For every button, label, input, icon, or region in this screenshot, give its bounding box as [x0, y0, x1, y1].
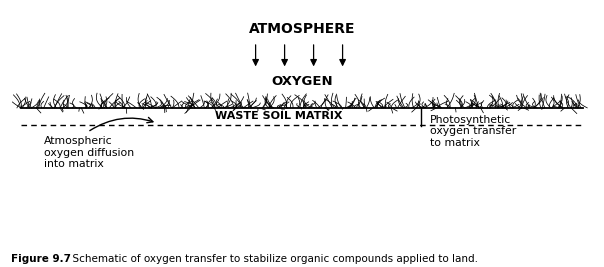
- Text: OXYGEN: OXYGEN: [271, 75, 333, 88]
- Text: Schematic of oxygen transfer to stabilize organic compounds applied to land.: Schematic of oxygen transfer to stabiliz…: [66, 254, 478, 264]
- Text: Atmospheric
oxygen diffusion
into matrix: Atmospheric oxygen diffusion into matrix: [44, 136, 134, 170]
- Text: WASTE SOIL MATRIX: WASTE SOIL MATRIX: [215, 111, 342, 121]
- Text: Figure 9.7: Figure 9.7: [11, 254, 71, 264]
- Text: ATMOSPHERE: ATMOSPHERE: [249, 22, 355, 36]
- Text: Photosynthetic
oxygen transfer
to matrix: Photosynthetic oxygen transfer to matrix: [429, 115, 516, 148]
